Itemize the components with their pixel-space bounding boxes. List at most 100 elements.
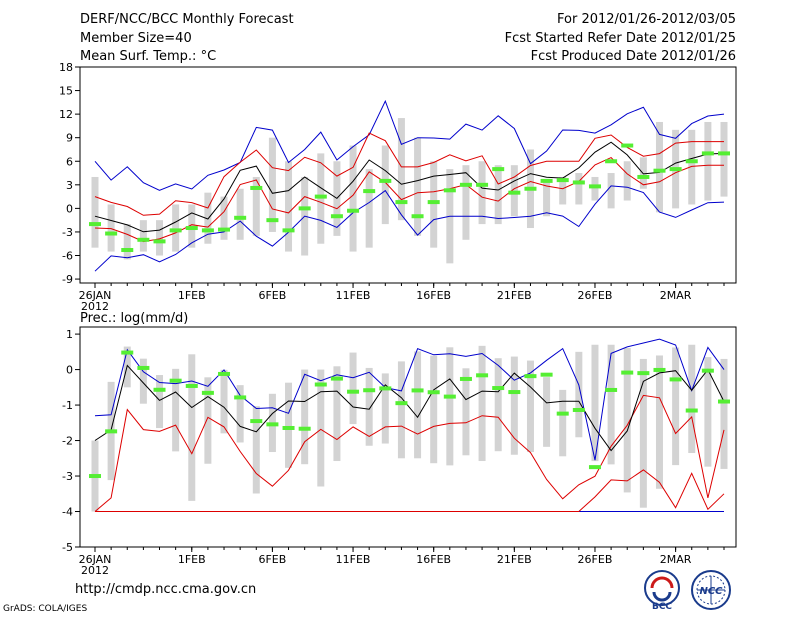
precipitation-box: [317, 369, 325, 487]
temperature-median-marker: [524, 186, 537, 191]
temperature-median-marker: [330, 214, 343, 219]
temperature-ytick-label: 0: [66, 202, 73, 215]
temperature-ytick-label: -9: [62, 273, 73, 286]
precipitation-frame: [79, 326, 737, 548]
precipitation-box: [720, 358, 728, 469]
precipitation-median-marker: [137, 365, 150, 370]
temperature-median-marker: [411, 214, 424, 219]
precipitation-box: [704, 357, 712, 467]
produced-date-label: Fcst Produced Date 2012/01/26: [530, 49, 736, 64]
temperature-median-marker: [250, 185, 263, 190]
temperature-median-marker: [185, 226, 198, 231]
temperature-median-marker: [137, 237, 150, 242]
temperature-box: [559, 176, 567, 205]
temperature-box: [252, 176, 260, 236]
precipitation-median-marker: [282, 425, 295, 430]
precipitation-mean-line: [94, 364, 725, 452]
temperature-median-marker: [266, 218, 279, 223]
temperature-median-marker: [169, 228, 182, 233]
precipitation-median-marker: [588, 465, 601, 470]
precipitation-xtick-year: 2012: [81, 564, 109, 577]
temperature-frame: [79, 66, 737, 284]
precipitation-lower-spread-line: [95, 469, 725, 512]
precipitation-ytick-label: 0: [66, 364, 73, 377]
member-size-label: Member Size=40: [80, 31, 192, 46]
temperature-median-marker: [669, 167, 682, 172]
temperature-median-marker: [718, 151, 730, 156]
forecast-period-label: For 2012/01/26-2012/03/05: [557, 12, 736, 27]
temperature-ytick-label: -6: [62, 250, 73, 263]
temperature-box: [704, 121, 712, 201]
temperature-median-marker: [347, 208, 360, 213]
grads-credit: GrADS: COLA/IGES: [3, 604, 88, 614]
precipitation-median-marker: [330, 376, 343, 381]
temperature-median-marker: [298, 206, 311, 211]
temperature-box: [123, 224, 131, 260]
temperature-median-marker: [443, 188, 456, 193]
temperature-box: [139, 220, 147, 252]
temperature-box: [220, 196, 228, 240]
precipitation-upper-spread-line: [94, 394, 725, 512]
precipitation-median-marker: [443, 394, 456, 399]
temperature-median-marker: [379, 178, 392, 183]
precipitation-box: [156, 375, 164, 429]
temperature-ytick-label: -3: [62, 226, 73, 239]
precipitation-ytick-label: -4: [62, 506, 73, 519]
temperature-median-marker: [395, 200, 408, 205]
temperature-ytick-label: 15: [59, 85, 73, 98]
precipitation-box: [607, 344, 615, 465]
precipitation-median-marker: [621, 370, 634, 375]
precipitation-box: [301, 369, 309, 465]
temperature-box: [543, 180, 551, 217]
precipitation-xtick-label: 11FEB: [336, 553, 371, 566]
precipitation-median-marker: [459, 376, 472, 381]
temperature-xtick-label: 6FEB: [258, 289, 286, 302]
temperature-box: [107, 204, 115, 252]
precipitation-box: [252, 406, 260, 494]
precipitation-box: [236, 385, 244, 443]
precipitation-median-marker: [363, 388, 376, 393]
precipitation-median-marker: [492, 386, 505, 391]
precipitation-median-marker: [411, 388, 424, 393]
temperature-median-marker: [572, 180, 585, 185]
temperature-xtick-label: 16FEB: [416, 289, 451, 302]
temperature-max-line: [94, 99, 725, 191]
precipitation-ytick-label: -3: [62, 470, 73, 483]
precipitation-ytick-label: -5: [62, 541, 73, 554]
temperature-box: [91, 176, 99, 248]
precipitation-box: [365, 367, 373, 446]
precipitation-median-marker: [701, 368, 714, 373]
temperature-xtick-label: 26JAN: [79, 289, 112, 302]
precipitation-box: [414, 351, 422, 459]
precipitation-median-marker: [556, 411, 569, 416]
start-date-label: Fcst Started Refer Date 2012/01/25: [504, 31, 736, 46]
temperature-box: [688, 129, 696, 205]
precipitation-box: [639, 358, 647, 508]
precipitation-median-marker: [347, 389, 360, 394]
precipitation-median-marker: [427, 390, 440, 395]
precipitation-median-marker: [572, 407, 585, 412]
temperature-median-marker: [621, 143, 634, 148]
precipitation-xtick-label: 2MAR: [660, 553, 692, 566]
precipitation-box: [494, 358, 502, 452]
chart-title: DERF/NCC/BCC Monthly Forecast: [80, 12, 294, 27]
temperature-box: [349, 145, 357, 252]
temperature-ytick-label: 12: [59, 108, 73, 121]
temperature-median-marker: [492, 167, 505, 172]
precipitation-median-marker: [476, 373, 489, 378]
precipitation-box: [526, 360, 534, 453]
temperature-median-marker: [508, 190, 521, 195]
temperature-median-marker: [588, 184, 601, 189]
temperature-median-marker: [105, 231, 118, 236]
temperature-box: [607, 173, 615, 209]
precipitation-box: [591, 344, 599, 462]
precipitation-xtick-label: 21FEB: [497, 553, 532, 566]
temperature-mean-line: [94, 141, 725, 233]
precipitation-xtick-label: 16FEB: [416, 553, 451, 566]
source-url[interactable]: http://cmdp.ncc.cma.gov.cn: [75, 582, 257, 597]
temperature-box: [236, 188, 244, 240]
temperature-ytick-label: 9: [66, 132, 73, 145]
temperature-xtick-label: 2MAR: [660, 289, 692, 302]
precipitation-box: [204, 377, 212, 464]
precipitation-box: [688, 344, 696, 454]
